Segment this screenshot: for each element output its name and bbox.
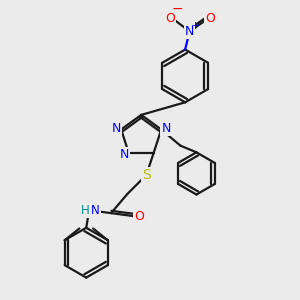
Text: O: O — [206, 12, 216, 25]
Text: N: N — [161, 122, 171, 134]
Text: +: + — [190, 21, 200, 31]
Text: O: O — [165, 12, 175, 25]
Text: N: N — [119, 148, 129, 161]
Text: H: H — [81, 204, 90, 217]
Text: N: N — [185, 25, 194, 38]
Text: N: N — [112, 122, 121, 134]
Text: −: − — [171, 2, 183, 16]
Text: S: S — [142, 168, 151, 182]
Text: O: O — [135, 210, 145, 223]
Text: N: N — [91, 204, 100, 217]
